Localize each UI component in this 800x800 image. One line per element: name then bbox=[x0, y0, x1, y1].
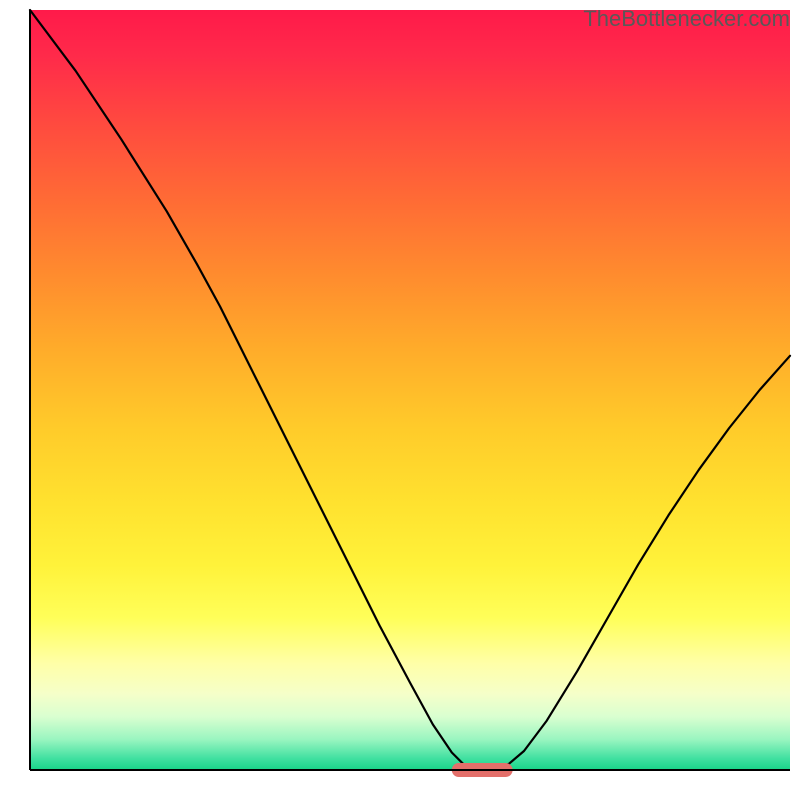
watermark-text: TheBottlenecker.com bbox=[583, 6, 790, 32]
chart-svg bbox=[0, 0, 800, 800]
plot-background bbox=[30, 10, 790, 770]
bottleneck-chart: TheBottlenecker.com bbox=[0, 0, 800, 800]
